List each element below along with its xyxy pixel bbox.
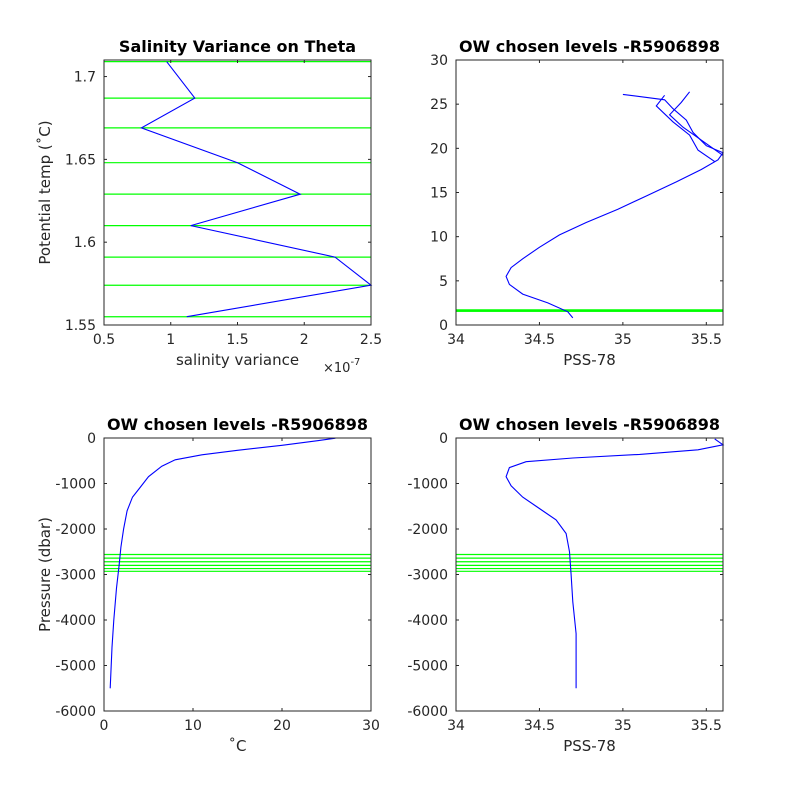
chart-title: Salinity Variance on Theta (119, 37, 356, 56)
y-tick-label: 15 (430, 186, 448, 202)
y-tick-label: 20 (430, 141, 448, 157)
y-tick-label: -2000 (55, 522, 96, 538)
y-tick-label: 0 (439, 318, 448, 334)
x-tick-label: 35.5 (691, 718, 722, 734)
x-tick-label: 34.5 (524, 332, 555, 348)
series-line (505, 93, 724, 319)
y-tick-label: 5 (439, 274, 448, 290)
y-tick-label: 10 (430, 230, 448, 246)
y-tick-label: 30 (430, 53, 448, 69)
series-line (668, 91, 724, 156)
chart-title: OW chosen levels -R5906898 (459, 37, 720, 56)
series-line (109, 437, 336, 689)
x-axis-exponent-power: -7 (350, 357, 360, 368)
x-axis-label: salinity variance (176, 351, 299, 369)
x-tick-label: 1 (166, 332, 175, 348)
series-line (505, 438, 725, 689)
subplot-2: 34 34.5 35 35.5 0 5 10 15 20 25 30 OW chosen levels… (430, 37, 724, 369)
subplot-4: 34 34.5 35 35.5 0 -1000 -2000 -3000 -4000 -5000 -6… (407, 415, 725, 755)
chart-title: OW chosen levels -R5906898 (107, 415, 368, 434)
x-tick-label: 34 (447, 718, 465, 734)
y-tick-label: -3000 (55, 568, 96, 584)
y-tick-label: 1.55 (65, 318, 96, 334)
y-tick-label: 25 (430, 97, 448, 113)
y-axis-label: Potential temp (˚C) (36, 120, 54, 264)
y-tick-label: 0 (87, 431, 96, 447)
y-tick-label: -5000 (407, 659, 448, 675)
y-tick-label: -2000 (407, 522, 448, 538)
x-tick-label: 2.5 (360, 332, 382, 348)
series-line (140, 61, 373, 318)
chart-title: OW chosen levels -R5906898 (459, 415, 720, 434)
x-tick-label: 35 (614, 718, 632, 734)
x-tick-label: 10 (184, 718, 202, 734)
y-tick-label: -6000 (55, 704, 96, 720)
y-tick-label: -5000 (55, 659, 96, 675)
x-tick-label: 20 (273, 718, 291, 734)
x-tick-label: 35 (614, 332, 632, 348)
x-axis-label: PSS-78 (563, 351, 616, 369)
y-tick-label: -1000 (407, 477, 448, 493)
x-tick-label: 30 (362, 718, 380, 734)
y-tick-label: -1000 (55, 477, 96, 493)
y-tick-label: 1.65 (65, 152, 96, 168)
axes-background (456, 438, 723, 711)
x-tick-label: 2 (300, 332, 309, 348)
x-tick-label: 0.5 (93, 332, 115, 348)
y-axis-label: Pressure (dbar) (36, 517, 54, 632)
y-tick-label: -4000 (55, 613, 96, 629)
axes-background (456, 60, 723, 325)
x-tick-label: 0 (100, 718, 109, 734)
axes-background (104, 438, 371, 711)
x-tick-label: 35.5 (691, 332, 722, 348)
y-tick-label: 1.7 (74, 70, 96, 86)
y-tick-label: 1.6 (74, 235, 96, 251)
x-axis-label: ˚C (229, 737, 247, 755)
y-tick-label: -6000 (407, 704, 448, 720)
y-tick-label: -4000 (407, 613, 448, 629)
axes-background (104, 60, 371, 325)
x-axis-exponent: ×10-7 (323, 357, 360, 376)
x-tick-label: 1.5 (226, 332, 248, 348)
y-tick-label: -3000 (407, 568, 448, 584)
subplot-3: 0 10 20 30 0 -1000 -2000 -3000 -4000 -5000 -6000 OW… (36, 415, 380, 755)
x-tick-label: 34.5 (524, 718, 555, 734)
subplot-1: 0.5 1 1.5 2 2.5 1.55 1.6 1.65 1.7 Salinity Varian… (36, 37, 382, 376)
y-tick-label: 0 (439, 431, 448, 447)
x-axis-label: PSS-78 (563, 737, 616, 755)
x-tick-label: 34 (447, 332, 465, 348)
series-line (655, 94, 716, 163)
